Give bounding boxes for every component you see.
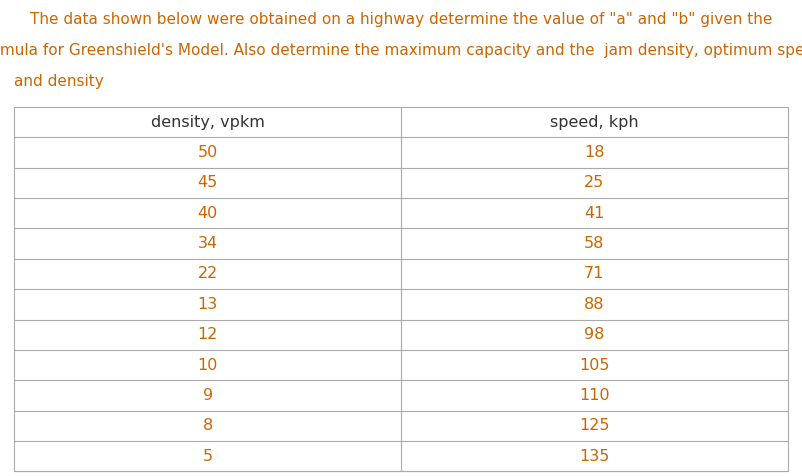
Text: The data shown below were obtained on a highway determine the value of "a" and ": The data shown below were obtained on a … [30, 12, 772, 27]
Text: 18: 18 [584, 145, 605, 160]
Text: 12: 12 [197, 327, 218, 342]
Text: 25: 25 [584, 176, 605, 190]
Text: 13: 13 [197, 297, 218, 312]
Text: and density: and density [14, 74, 104, 89]
Text: 40: 40 [197, 206, 218, 221]
Text: 135: 135 [579, 448, 610, 464]
Text: 110: 110 [579, 388, 610, 403]
Text: 105: 105 [579, 357, 610, 373]
Text: 34: 34 [197, 236, 218, 251]
Text: 45: 45 [197, 176, 218, 190]
Text: density, vpkm: density, vpkm [151, 115, 265, 130]
Text: 8: 8 [203, 418, 213, 433]
Text: formula for Greenshield's Model. Also determine the maximum capacity and the  ja: formula for Greenshield's Model. Also de… [0, 43, 802, 58]
Text: 58: 58 [584, 236, 605, 251]
Text: speed, kph: speed, kph [550, 115, 638, 130]
Text: 125: 125 [579, 418, 610, 433]
Text: 5: 5 [203, 448, 213, 464]
Text: 50: 50 [197, 145, 218, 160]
Text: 10: 10 [197, 357, 218, 373]
Text: 41: 41 [584, 206, 605, 221]
Text: 88: 88 [584, 297, 605, 312]
Text: 71: 71 [584, 267, 605, 281]
Text: 98: 98 [584, 327, 605, 342]
Text: 9: 9 [203, 388, 213, 403]
Text: 22: 22 [197, 267, 218, 281]
